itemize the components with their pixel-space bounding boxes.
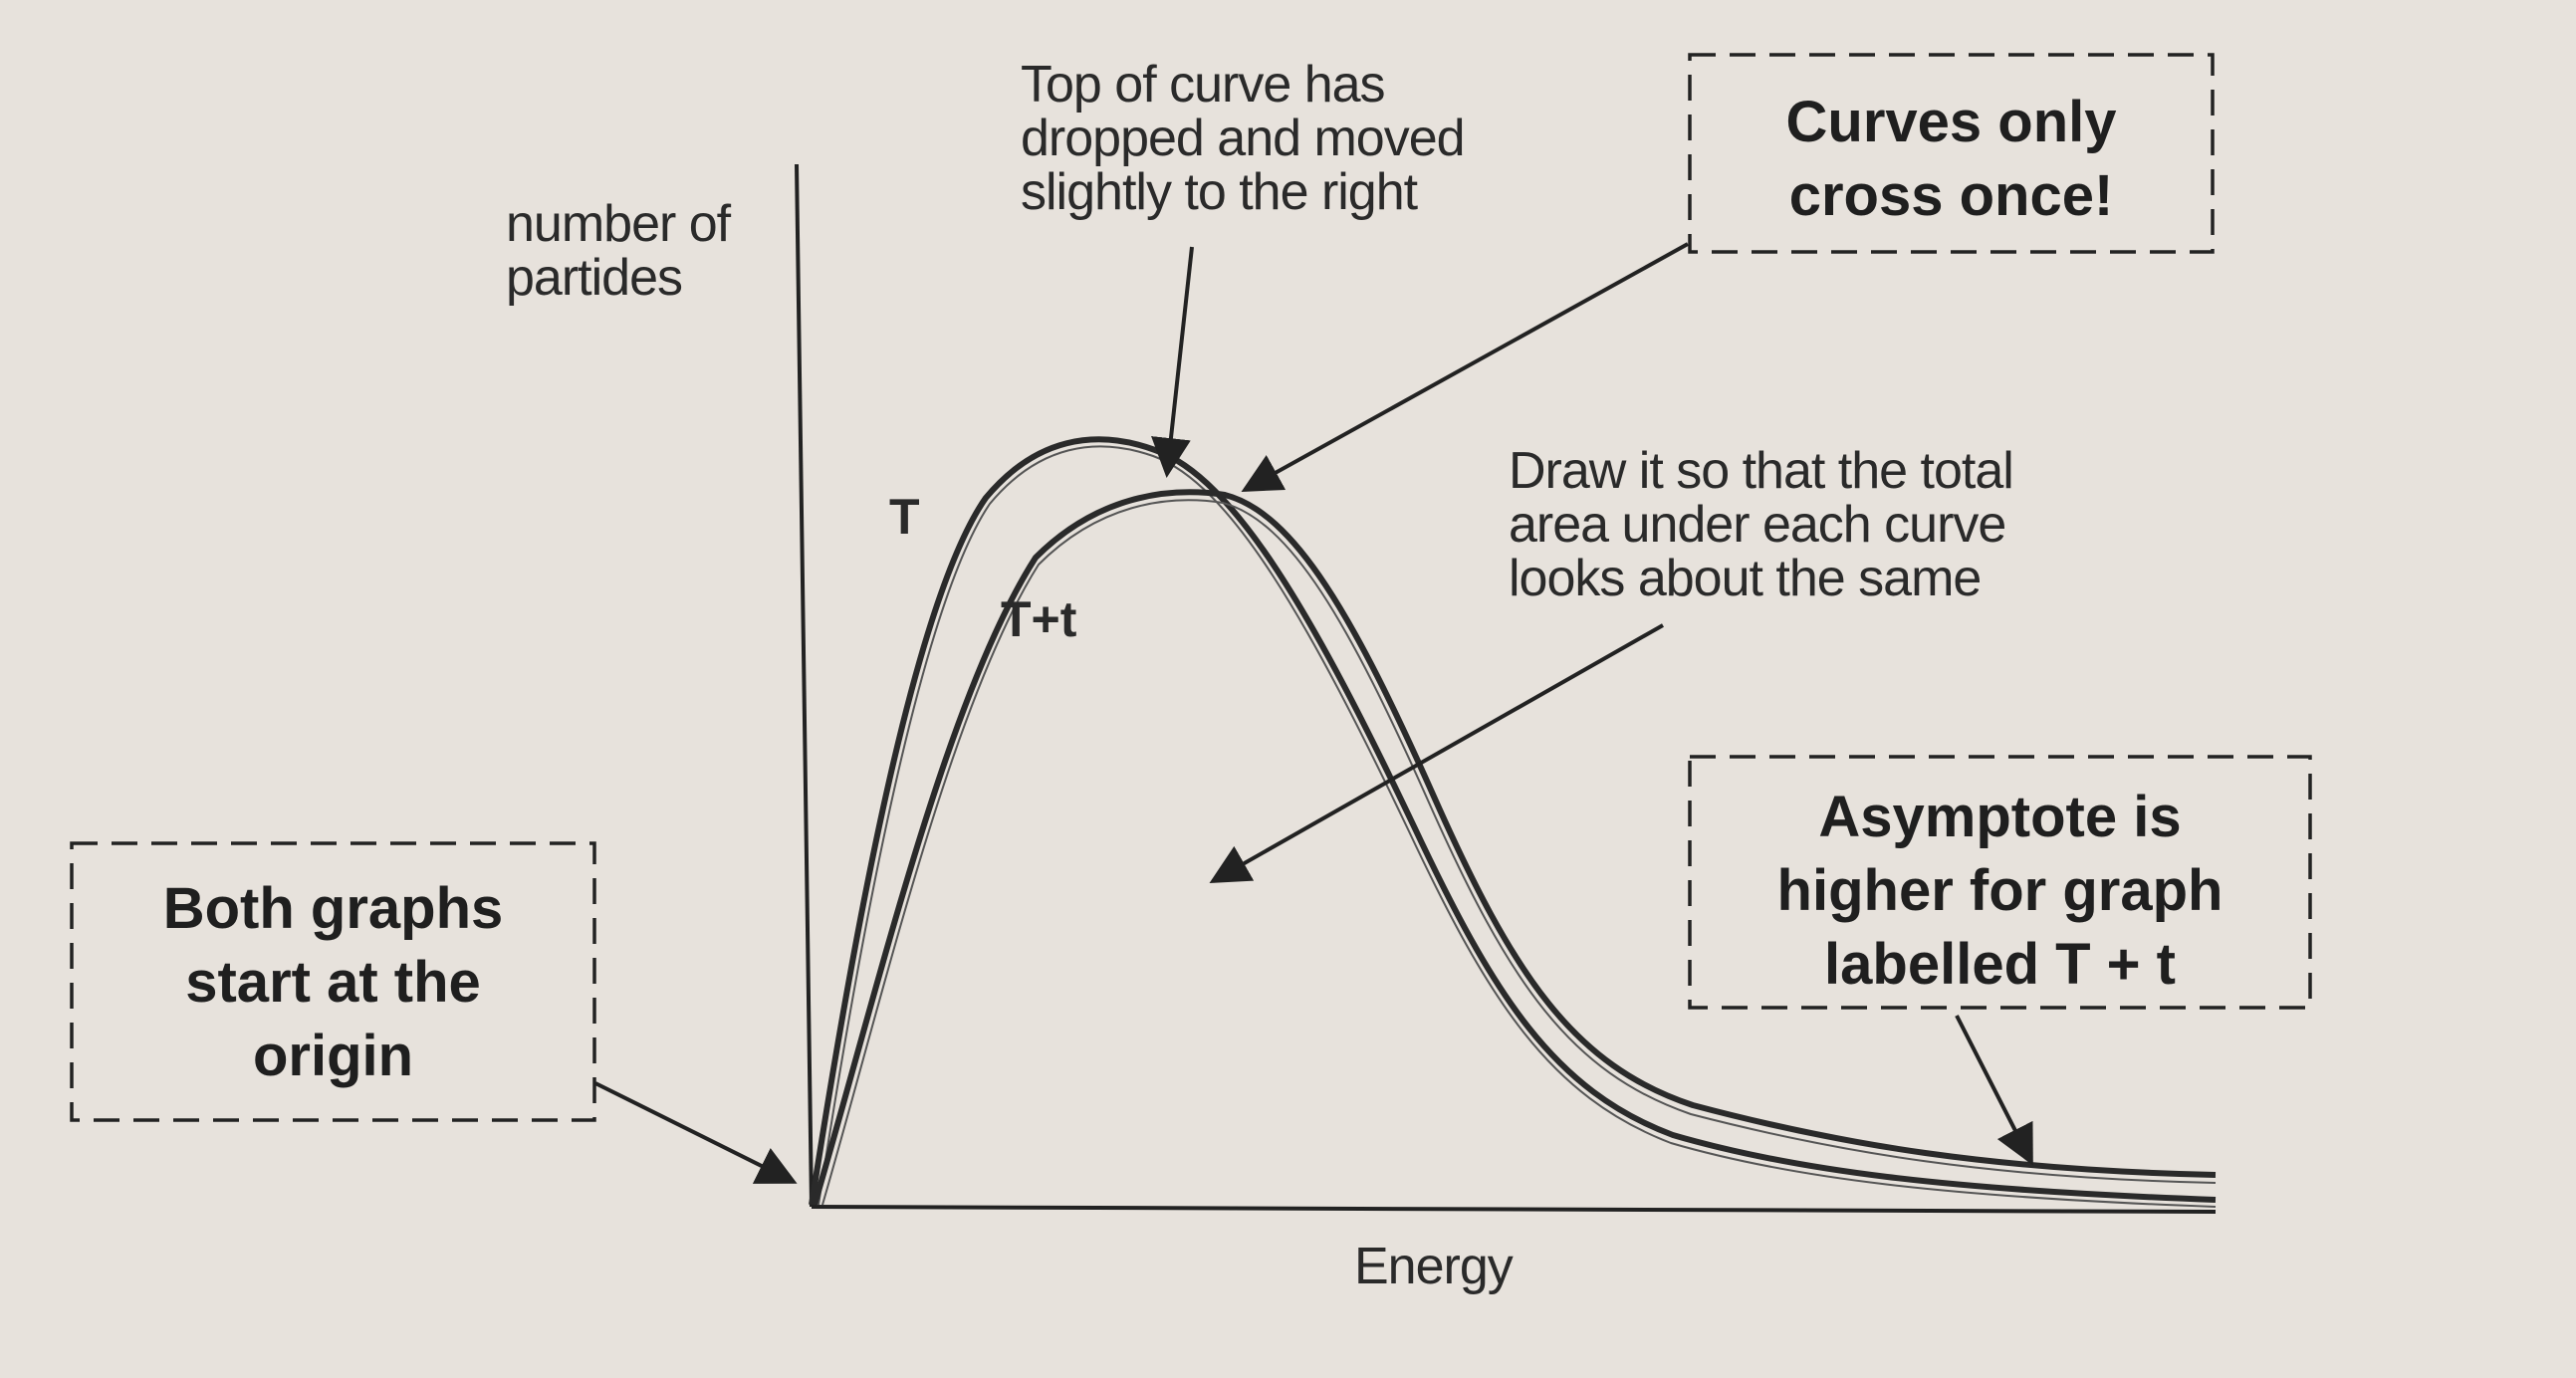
area-line-3: looks about the same [1509, 550, 1982, 607]
origin-text: Both graphs start at the origin [72, 872, 594, 1093]
top-of-curve-line-1: Top of curve has [1021, 56, 1386, 114]
top-of-curve-annotation: Top of curve has dropped and moved sligh… [1021, 56, 1466, 221]
area-annotation: Draw it so that the total area under eac… [1509, 442, 2014, 607]
y-axis-label: number of partides [506, 195, 731, 307]
y-axis [795, 163, 814, 1208]
curve-t-inner [818, 445, 2217, 1208]
asymptote-line-3: labelled T + t [1824, 932, 2176, 997]
area-line-2: area under each curve [1509, 496, 2006, 554]
arrow-asymptote [1955, 1015, 2033, 1166]
curve-t [809, 436, 2217, 1206]
y-axis-label-line-1: number of [506, 195, 731, 253]
asymptote-line-2: higher for graph [1776, 858, 2224, 923]
asymptote-text: Asymptote is higher for graph labelled T… [1690, 781, 2310, 1002]
curve-t-plus-t-inner [821, 499, 2217, 1206]
origin-line-1: Both graphs [162, 876, 504, 941]
origin-line-2: start at the [185, 950, 481, 1015]
asymptote-box [1688, 755, 2312, 1010]
top-of-curve-line-3: slightly to the right [1021, 163, 1418, 221]
cross-once-box [1688, 53, 2215, 254]
arrow-top-of-curve [1151, 246, 1194, 478]
arrow-origin [594, 1081, 798, 1184]
origin-box [70, 841, 596, 1122]
x-axis-label: Energy [1354, 1238, 1514, 1295]
arrow-area [1209, 623, 1664, 883]
curve-t-plus-t [812, 489, 2217, 1206]
asymptote-line-1: Asymptote is [1818, 785, 2182, 849]
x-axis [811, 1205, 2217, 1214]
origin-line-3: origin [252, 1024, 414, 1088]
curve-t-plus-t-label: T+t [1001, 591, 1077, 647]
area-line-1: Draw it so that the total [1509, 442, 2014, 500]
arrow-cross-once [1241, 242, 1689, 492]
cross-once-text: Curves only cross once! [1690, 86, 2213, 233]
cross-once-line-2: cross once! [1788, 163, 2114, 228]
cross-once-line-1: Curves only [1785, 90, 2117, 154]
top-of-curve-line-2: dropped and moved [1021, 110, 1466, 167]
curve-t-label: T [889, 489, 920, 545]
y-axis-label-line-2: partides [506, 249, 683, 307]
